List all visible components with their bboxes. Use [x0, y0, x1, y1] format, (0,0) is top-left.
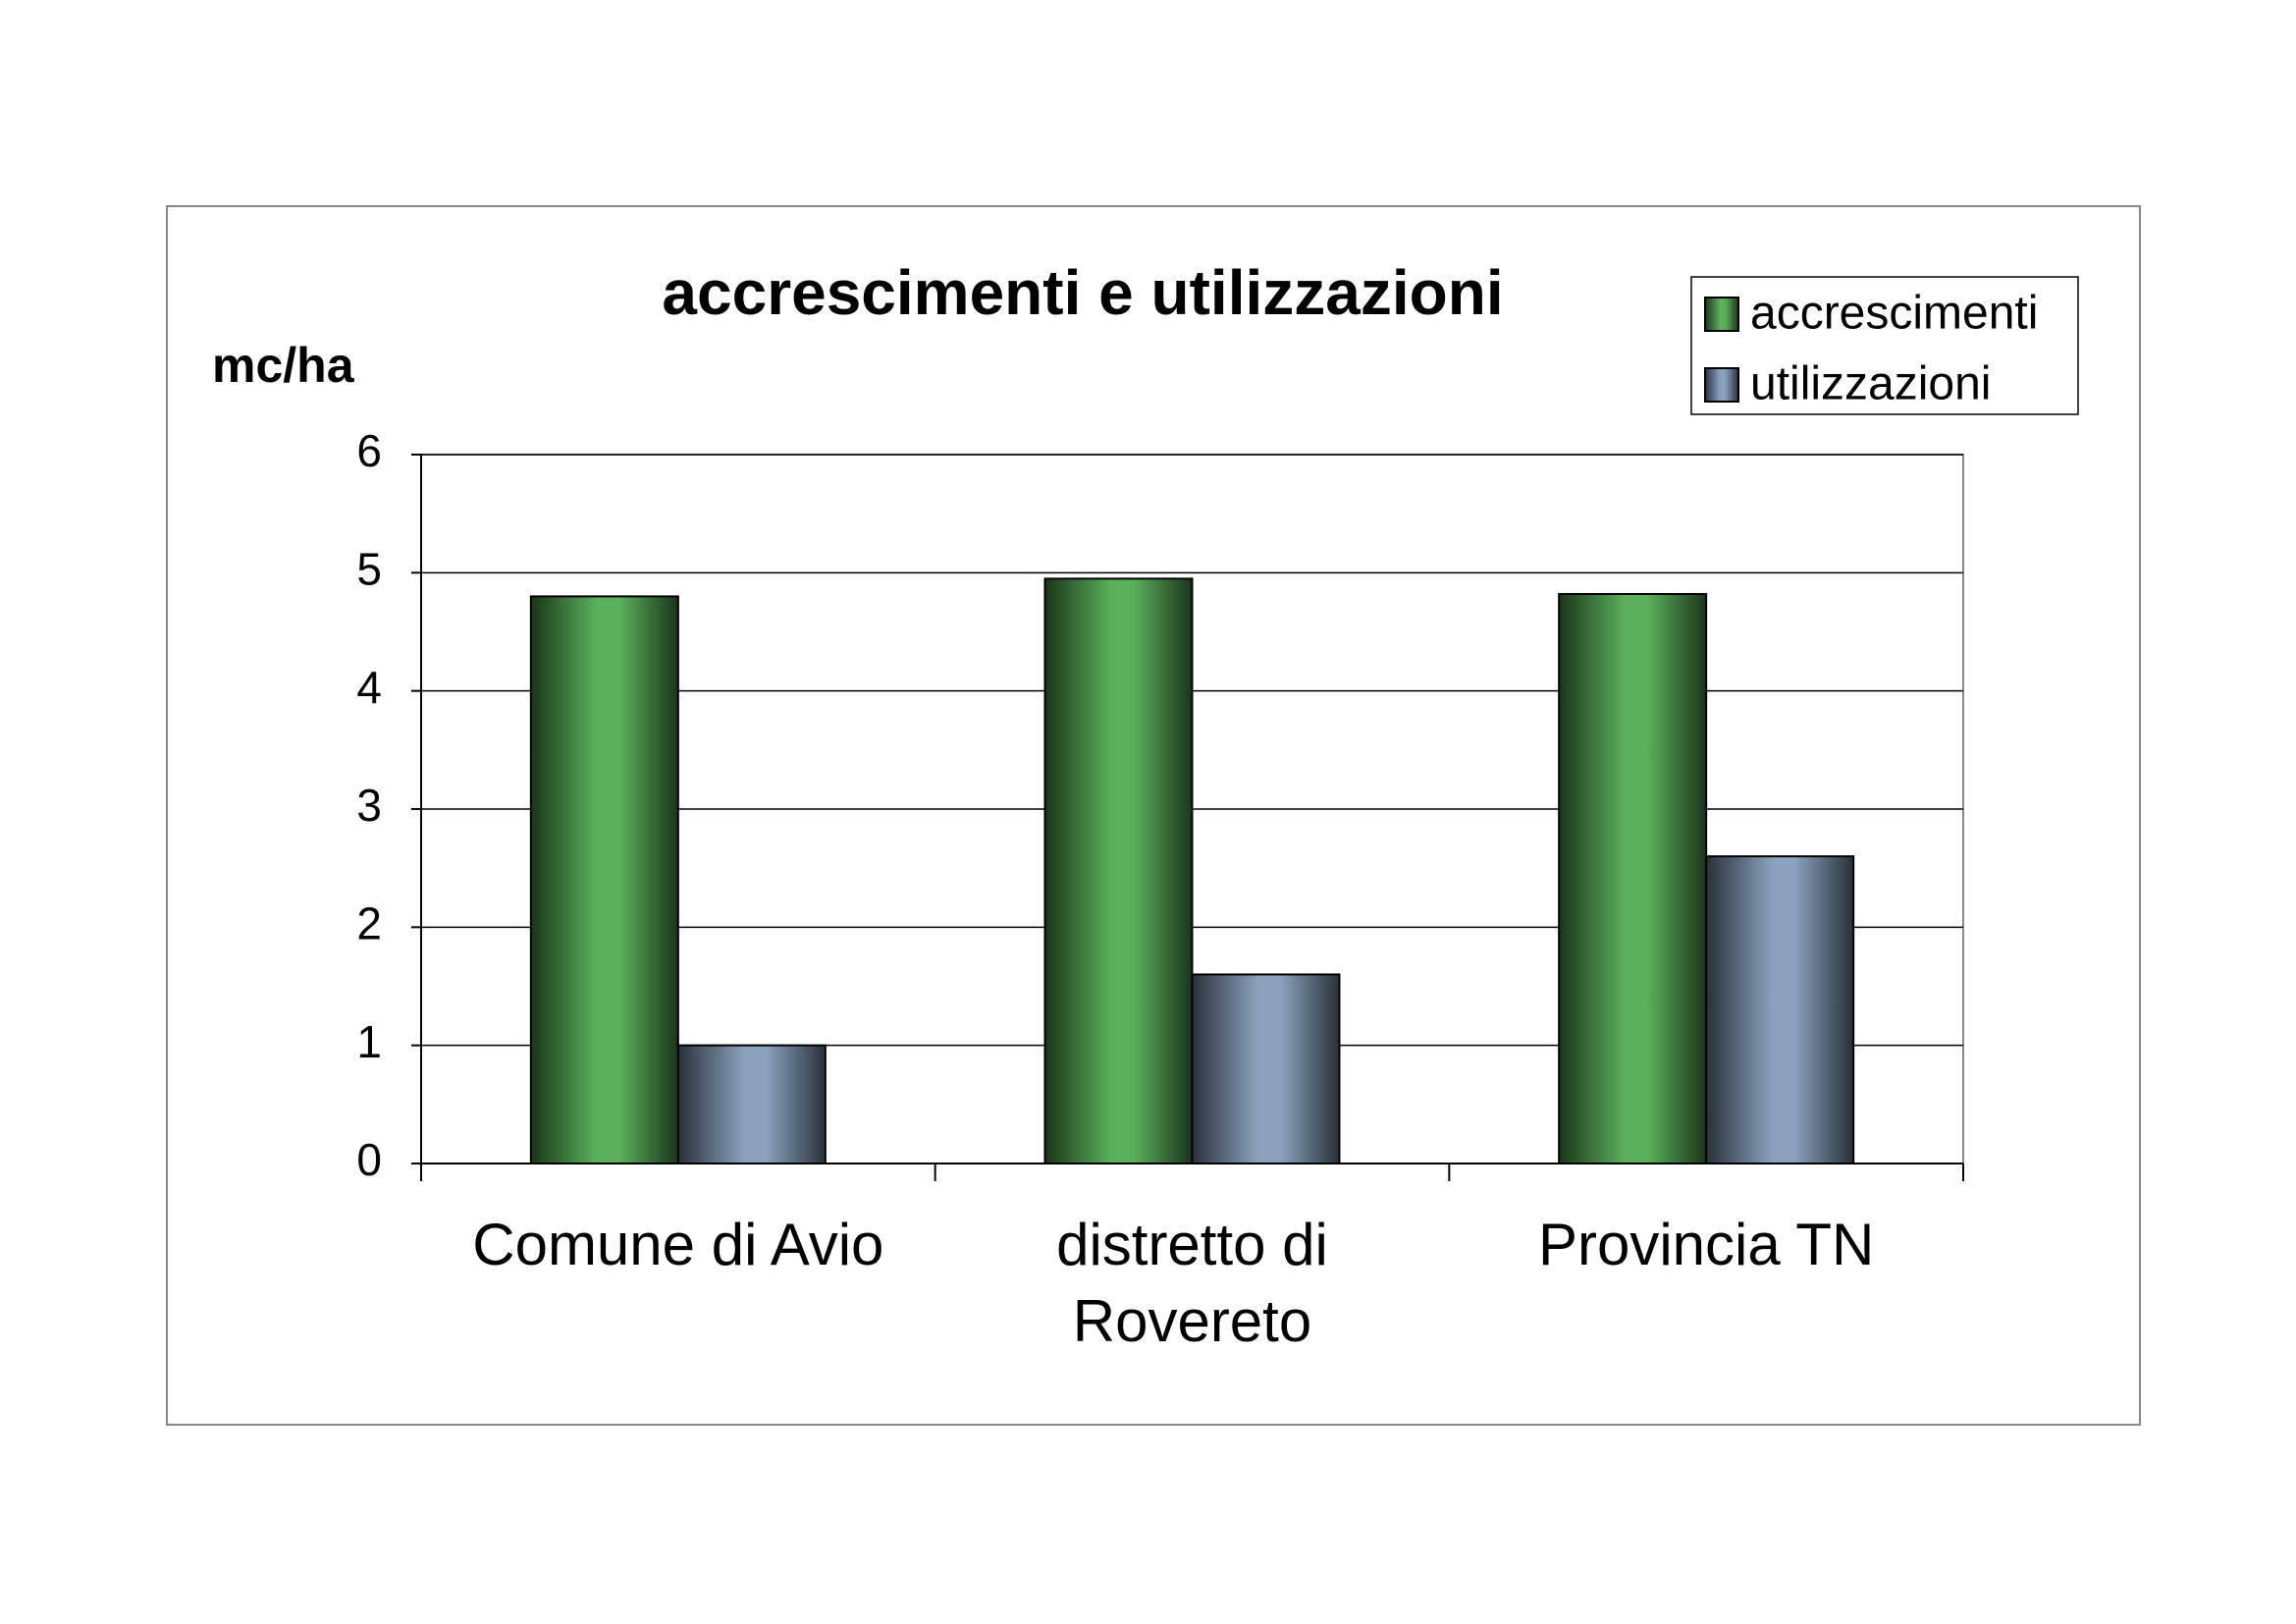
y-tick-label: 1: [356, 1016, 382, 1067]
x-tick-label: Provincia TN: [1537, 1212, 1875, 1277]
legend-box: [1690, 276, 2079, 415]
bar: [529, 595, 679, 1164]
y-tick-label: 2: [356, 897, 382, 948]
y-axis-label: mc/ha: [212, 338, 355, 393]
legend-label: accrescimenti: [1750, 288, 2038, 340]
x-tick-label: distretto di Rovereto: [1056, 1212, 1328, 1354]
y-tick-label: 6: [356, 425, 382, 476]
bar: [1558, 592, 1708, 1164]
y-tick-label: 3: [356, 780, 382, 831]
chart-title: accrescimenti e utilizzazioni: [662, 257, 1503, 328]
bar: [1043, 577, 1194, 1164]
bar: [1191, 973, 1341, 1165]
legend-swatch: [1704, 297, 1739, 332]
legend-swatch: [1704, 367, 1739, 403]
legend-label: utilizzazioni: [1750, 358, 1991, 410]
x-tick-label: Comune di Avio: [472, 1212, 884, 1277]
y-tick-label: 4: [356, 662, 382, 713]
y-tick-label: 5: [356, 543, 382, 594]
y-tick-label: 0: [356, 1134, 382, 1185]
bar: [1705, 855, 1855, 1165]
bar: [676, 1044, 827, 1164]
